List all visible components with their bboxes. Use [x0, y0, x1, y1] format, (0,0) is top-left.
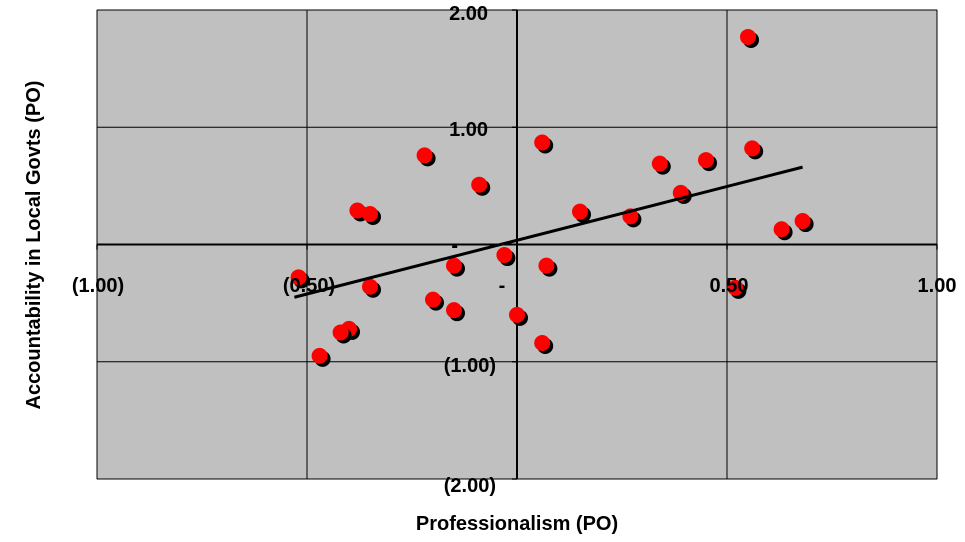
data-point-marker	[349, 202, 366, 219]
data-point-marker	[794, 213, 811, 230]
data-point	[509, 306, 528, 326]
axis-lines	[96, 9, 938, 480]
data-point	[425, 291, 444, 311]
data-point	[534, 334, 554, 354]
data-point-marker	[416, 147, 433, 164]
data-point	[416, 147, 436, 167]
data-point-marker	[534, 134, 551, 151]
data-point	[698, 152, 717, 172]
data-point	[534, 134, 554, 154]
data-point-marker	[290, 269, 307, 286]
data-point-marker	[362, 278, 378, 295]
data-point-marker	[311, 347, 328, 364]
data-point-marker	[332, 324, 349, 341]
y-tick-label-neg1: (1.00)	[444, 355, 496, 377]
data-point-marker	[572, 203, 588, 220]
data-points	[290, 28, 814, 367]
data-point	[496, 247, 516, 267]
data-point-marker	[651, 155, 668, 172]
data-point-marker	[446, 302, 462, 319]
data-point-marker	[698, 152, 714, 169]
y-tick-label-0: -	[451, 235, 458, 257]
x-axis-title: Professionalism (PO)	[416, 513, 618, 535]
data-point	[773, 221, 793, 241]
data-point-marker	[744, 140, 761, 157]
y-tick-label-1: 1.00	[449, 119, 488, 141]
data-point	[471, 176, 491, 196]
y-tick-label-2: 2.00	[449, 3, 488, 25]
data-point-marker	[727, 279, 744, 296]
x-tick-label-1: 1.00	[918, 275, 957, 297]
data-point	[538, 257, 558, 277]
data-point-marker	[496, 247, 513, 264]
data-point	[446, 257, 465, 277]
data-point-marker	[425, 291, 441, 308]
x-tick-label-0: -	[499, 275, 506, 297]
x-tick-label-neg05: (0.50)	[283, 275, 335, 297]
data-point	[446, 302, 465, 322]
data-point-marker	[471, 176, 488, 193]
data-point-marker	[362, 206, 378, 223]
data-point-marker	[534, 334, 551, 351]
data-point	[572, 203, 591, 223]
x-tick-label-05: 0.50	[710, 275, 749, 297]
data-point	[651, 155, 671, 175]
x-tick-label-neg1: (1.00)	[72, 275, 124, 297]
data-point	[332, 324, 352, 344]
data-point-marker	[509, 306, 525, 323]
data-point	[311, 347, 331, 367]
data-point	[290, 269, 310, 289]
data-point	[362, 206, 381, 226]
y-tick-label-neg2: (2.00)	[444, 475, 496, 497]
data-point	[727, 279, 747, 299]
data-point-marker	[538, 257, 555, 274]
data-point-marker	[773, 221, 790, 238]
data-point	[744, 140, 764, 160]
data-point-marker	[740, 28, 756, 45]
data-point	[362, 278, 381, 298]
data-point	[794, 213, 814, 233]
data-point	[740, 28, 759, 48]
y-axis-title: Accountability in Local Govts (PO)	[23, 81, 45, 410]
trendline	[294, 165, 803, 299]
data-point-marker	[446, 257, 462, 274]
